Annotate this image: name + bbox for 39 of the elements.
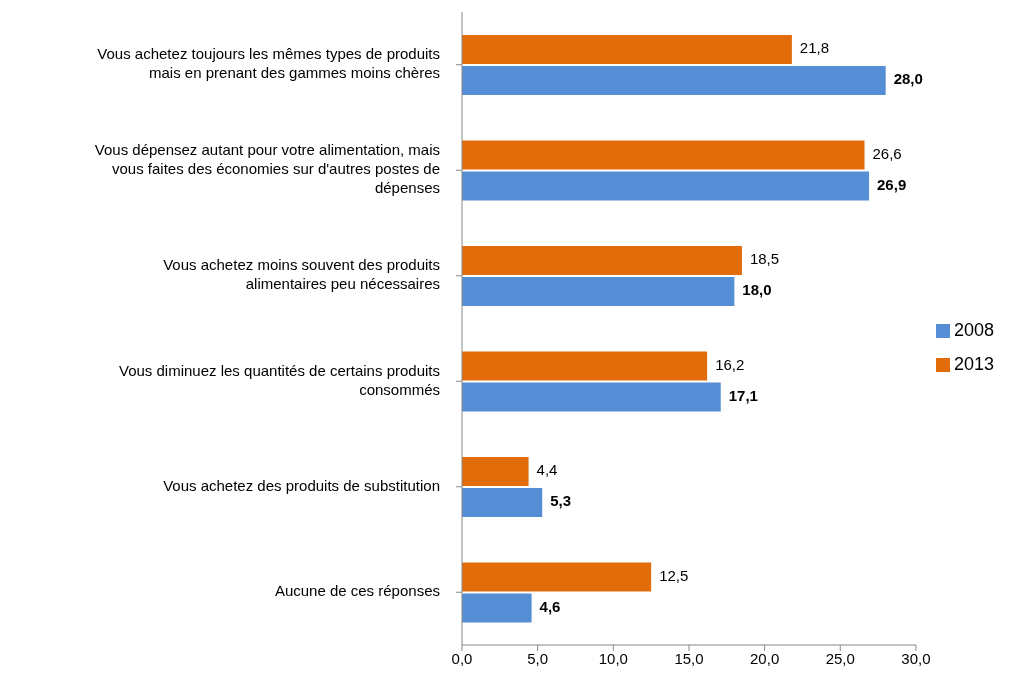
legend-label: 2008 [953, 319, 994, 340]
y-tick-label: Aucune de ces réponses [274, 582, 440, 600]
bar [462, 140, 865, 170]
y-tick-label: Vous achetez moins souvent des produits alimentaires peu nécessaires [163, 256, 440, 293]
data-label: 5,3 [550, 492, 572, 510]
data-label: 28,0 [893, 70, 923, 88]
data-label: 26,9 [877, 175, 907, 193]
bar [462, 277, 735, 306]
bar [462, 35, 792, 64]
bar [462, 66, 886, 95]
x-tick-label: 5,0 [527, 649, 549, 667]
bar [462, 382, 721, 412]
data-label: 21,8 [799, 39, 830, 57]
bar [462, 488, 543, 517]
bar [462, 593, 532, 623]
data-label: 18,5 [749, 250, 780, 268]
y-tick-label: Vous achetez toujours les mêmes types de produits mais en prenant des gammes moins chères [97, 45, 440, 82]
data-label: 16,2 [715, 355, 745, 373]
bar [462, 246, 742, 275]
x-tick-label: 15,0 [674, 649, 704, 667]
data-label: 4,6 [539, 597, 561, 615]
bar [462, 457, 529, 486]
x-tick-label: 20,0 [750, 649, 780, 667]
y-tick-label: Vous dépensez autant pour votre alimentation, mais vous faites des économies sur d'autres postes de dépenses [94, 141, 440, 197]
bar [462, 562, 652, 592]
data-label: 4,4 [536, 461, 558, 479]
legend-label: 2013 [953, 353, 994, 374]
bar [462, 171, 870, 201]
x-tick-label: 30,0 [901, 649, 931, 667]
x-tick-label: 25,0 [825, 649, 855, 667]
y-tick-label: Vous achetez des produits de substitution [163, 476, 440, 494]
data-label: 18,0 [742, 281, 772, 299]
data-label: 26,6 [872, 144, 902, 162]
x-tick-label: 0,0 [451, 649, 473, 667]
y-tick-label: Vous diminuez les quantités de certains produits consommés [118, 361, 440, 398]
bar [462, 351, 708, 381]
x-tick-label: 10,0 [598, 649, 628, 667]
data-label: 12,5 [659, 566, 689, 584]
data-label: 17,1 [728, 386, 758, 404]
